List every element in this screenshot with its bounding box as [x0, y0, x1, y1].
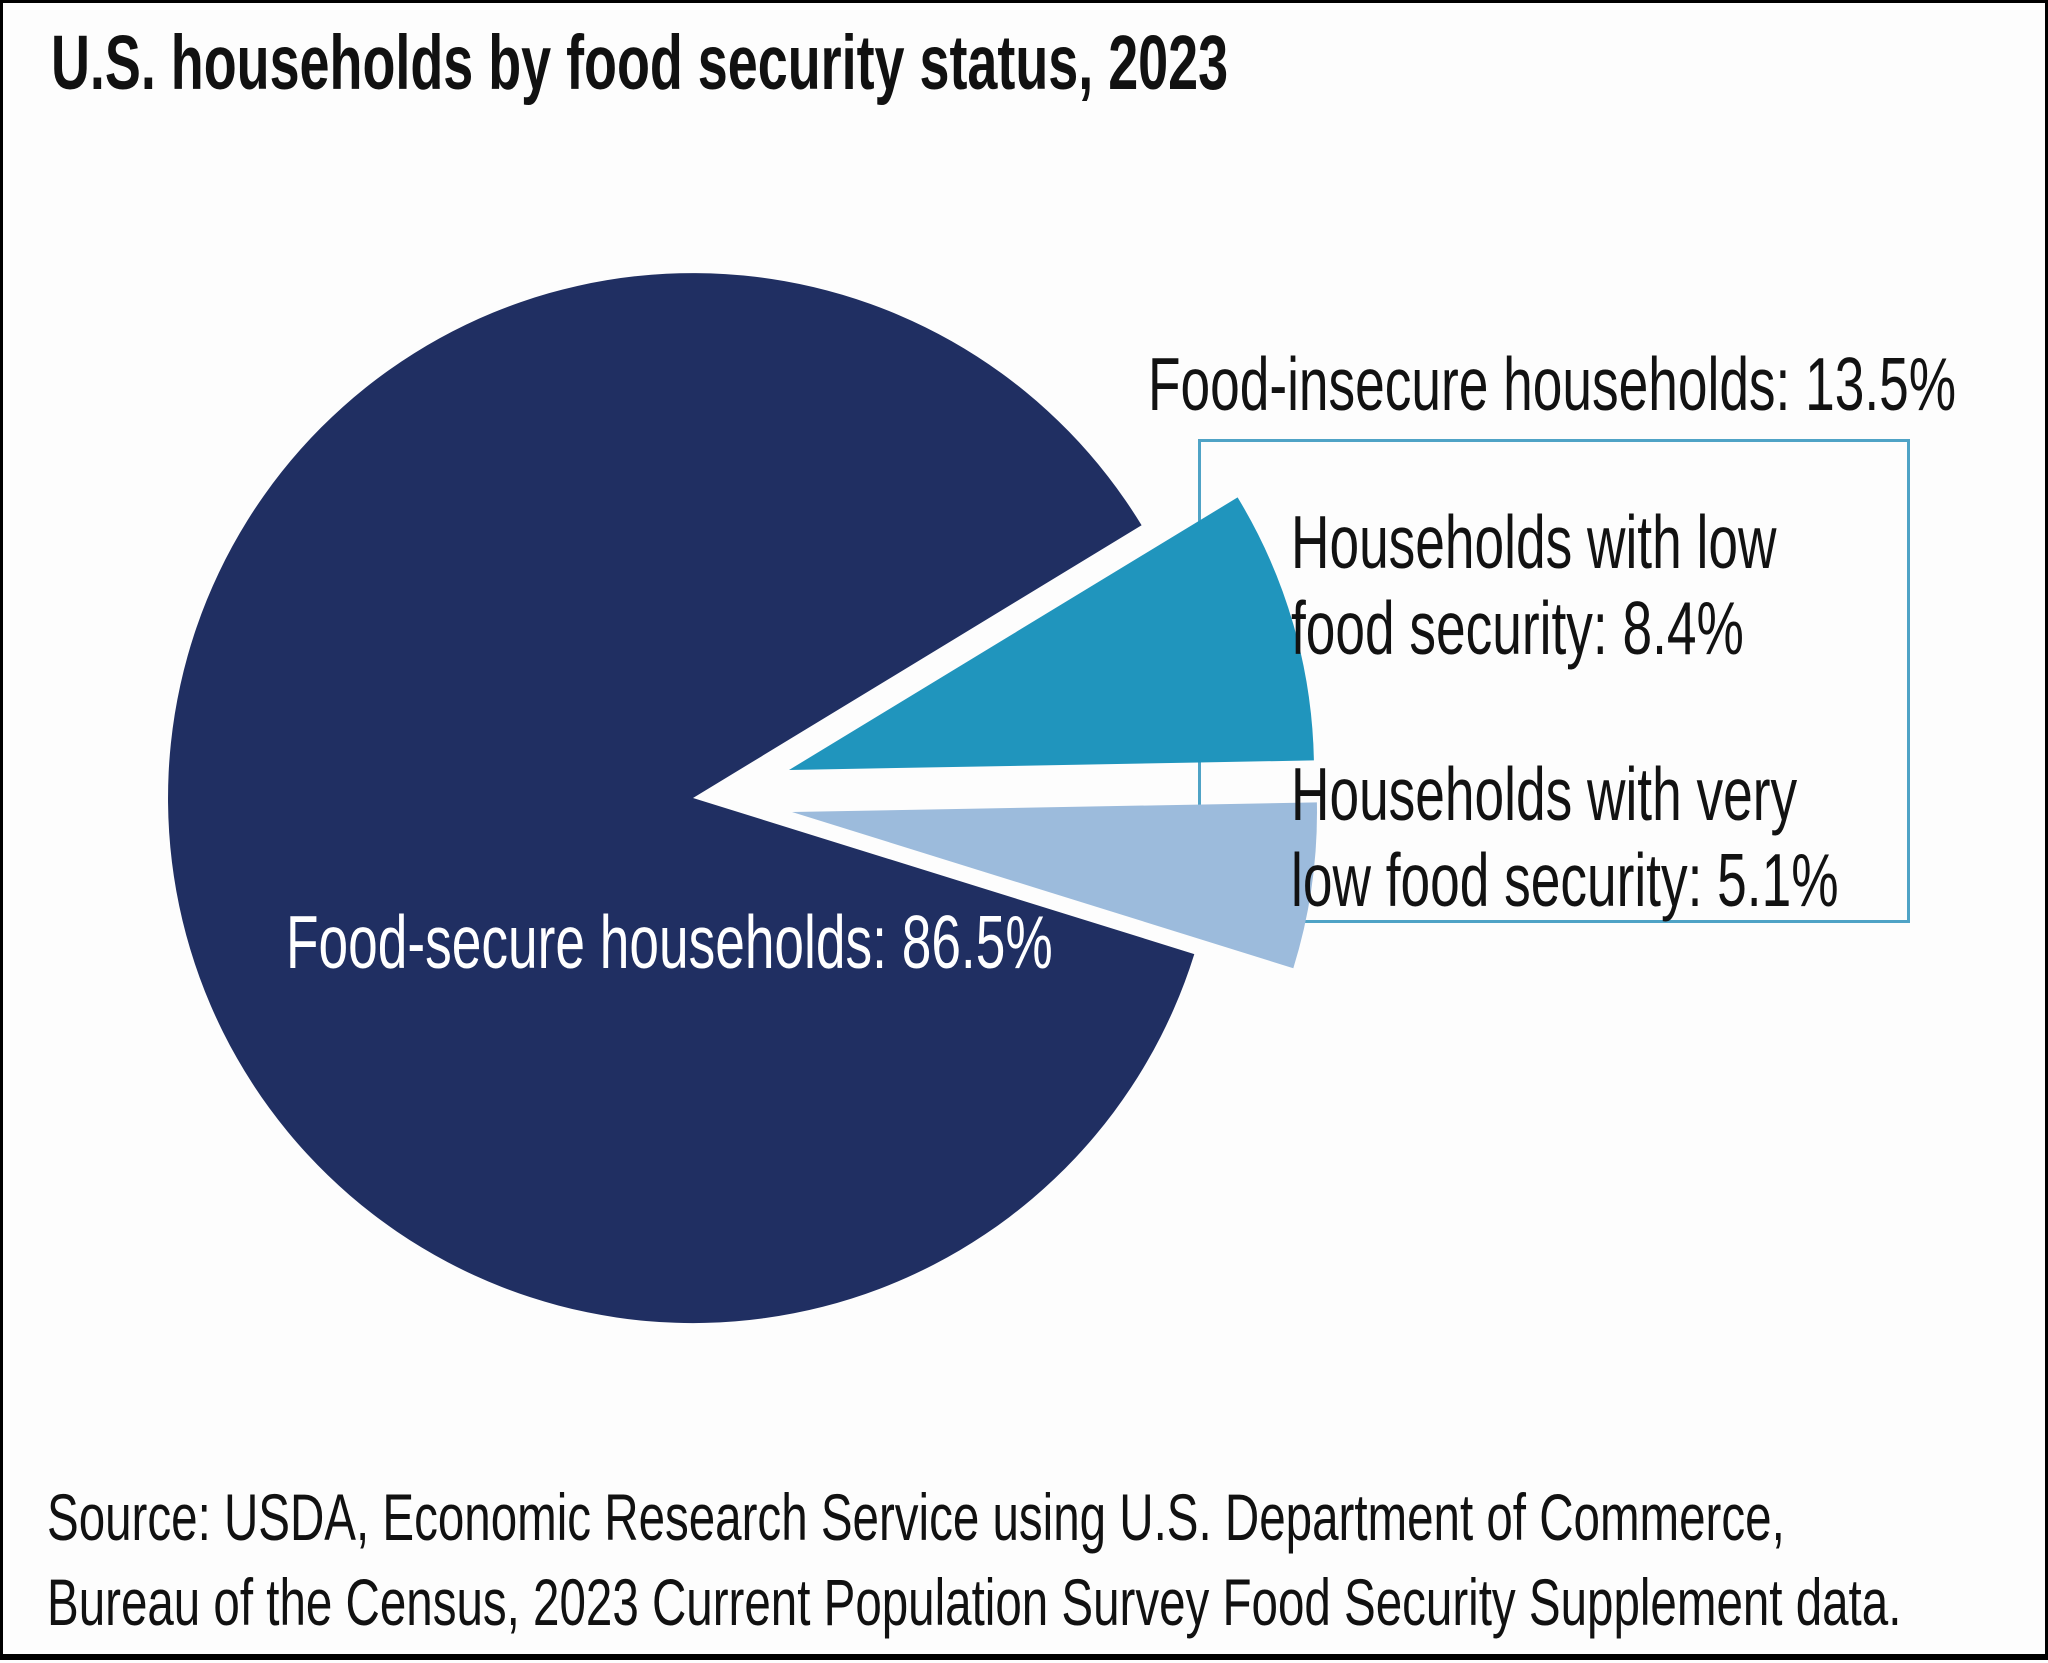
- pie-chart: [168, 273, 1317, 1324]
- label-very-low-line2: low food security: 5.1%: [1291, 838, 1839, 922]
- pie-slice-food-secure: [168, 273, 1195, 1324]
- label-low-line2: food security: 8.4%: [1291, 586, 1744, 670]
- label-very-low-line1: Households with very: [1291, 752, 1798, 836]
- label-low-line1: Households with low: [1291, 500, 1777, 584]
- chart-container: U.S. households by food security status,…: [3, 3, 2045, 1654]
- label-food-insecure-total: Food-insecure households: 13.5%: [1148, 342, 1957, 426]
- source-note: Source: USDA, Economic Research Service …: [47, 1475, 1901, 1645]
- source-line2: Bureau of the Census, 2023 Current Popul…: [47, 1565, 1902, 1639]
- pie-slice-very-low-food-security: [792, 802, 1317, 969]
- pie-slice-low-food-security: [789, 497, 1314, 770]
- chart-title: U.S. households by food security status,…: [51, 20, 1229, 106]
- label-low-food-security: Households with low food security: 8.4%: [1291, 499, 1776, 671]
- label-very-low-food-security: Households with very low food security: 5…: [1291, 751, 1839, 923]
- label-food-secure: Food-secure households: 86.5%: [286, 900, 1053, 984]
- source-line1: Source: USDA, Economic Research Service …: [47, 1480, 1785, 1554]
